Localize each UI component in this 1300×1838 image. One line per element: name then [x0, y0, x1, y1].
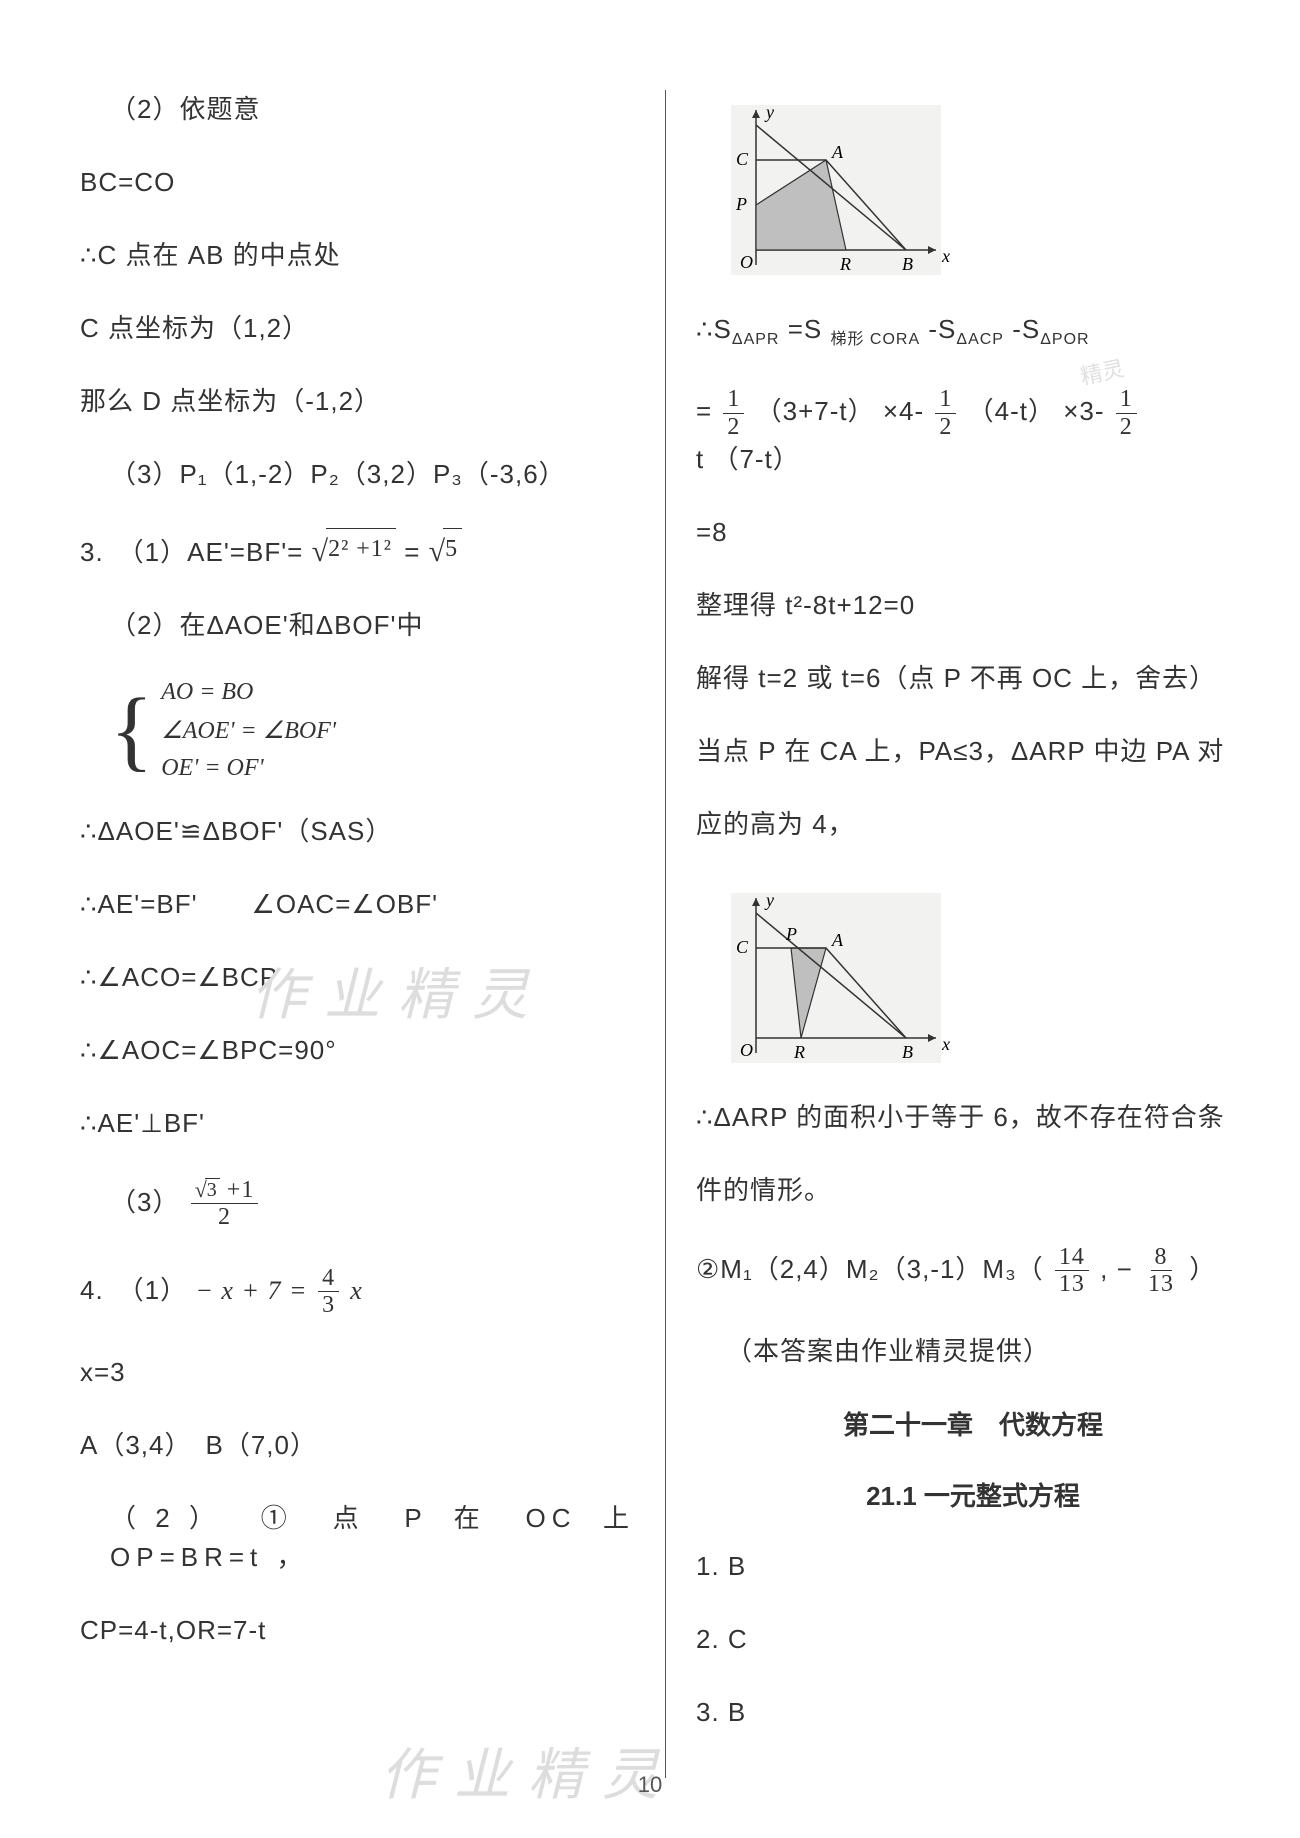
text-line: ∴∠ACO=∠BCP — [80, 958, 635, 997]
answer-line: 3. B — [696, 1693, 1250, 1732]
equation-line: = 12 （3+7-t） ×4- 12 （4-t） ×3- 12 t （7-t） — [696, 386, 1250, 479]
text-line: （本答案由作业精灵提供） — [696, 1332, 1250, 1371]
fraction: 4 3 — [318, 1265, 339, 1319]
math-expr: − x + 7 = — [195, 1276, 315, 1305]
svg-text:R: R — [793, 1042, 805, 1062]
text-line: 解得 t=2 或 t=6（点 P 不再 OC 上，舍去） — [696, 659, 1250, 698]
svg-text:A: A — [831, 930, 844, 950]
sqrt-expr: √5 — [429, 528, 462, 567]
fraction: √3 +1 2 — [191, 1177, 259, 1231]
text-line: ∴ΔARP 的面积小于等于 6，故不存在符合条 — [696, 1098, 1250, 1137]
text-line: （2） ① 点 P 在 OC 上 OP=BR=t ， — [80, 1499, 635, 1577]
text-line: （3）P₁（1,-2）P₂（3,2）P₃（-3,6） — [80, 455, 635, 494]
answer-line: 1. B — [696, 1547, 1250, 1586]
svg-text:x: x — [941, 246, 950, 266]
svg-text:x: x — [941, 1034, 950, 1054]
svg-text:A: A — [831, 142, 844, 162]
label: （3） — [110, 1187, 179, 1217]
text-line: 当点 P 在 CA 上，PA≤3，ΔARP 中边 PA 对 — [696, 732, 1250, 771]
svg-text:y: y — [764, 890, 774, 910]
svg-text:O: O — [740, 1040, 753, 1060]
svg-text:P: P — [735, 194, 747, 214]
equation-line: 3. （1）AE'=BF'= √2² +1² = √5 — [80, 528, 635, 572]
text: = — [404, 537, 428, 567]
text-line: （2）依题意 — [80, 90, 635, 129]
text-line: 那么 D 点坐标为（-1,2） — [80, 382, 635, 421]
left-brace-icon: { — [110, 690, 153, 771]
svg-text:C: C — [736, 149, 749, 169]
text-line: =8 — [696, 513, 1250, 552]
left-column: （2）依题意 BC=CO ∴C 点在 AB 的中点处 C 点坐标为（1,2） 那… — [80, 90, 665, 1778]
geometry-diagram-1: y C A P O R B x — [706, 90, 966, 290]
svg-text:B: B — [902, 254, 913, 274]
text: 3. （1）AE'=BF'= — [80, 537, 303, 567]
svg-text:C: C — [736, 937, 749, 957]
text-line: ∴AE'=BF' ∠OAC=∠OBF' — [80, 885, 635, 924]
text-line: ∴∠AOC=∠BPC=90° — [80, 1031, 635, 1070]
text-line: ∴ΔAOE'≌ΔBOF'（SAS） — [80, 812, 635, 851]
equation-line: 4. （1） − x + 7 = 4 3 x — [80, 1265, 635, 1319]
text-line: ∴AE'⊥BF' — [80, 1104, 635, 1143]
system-row: OE' = OF' — [161, 755, 336, 782]
text-line: A（3,4） B（7,0） — [80, 1426, 635, 1465]
svg-text:P: P — [785, 924, 797, 944]
equation-line: ∴SΔAPR =S 梯形 CORA -SΔACP -SΔPOR — [696, 310, 1250, 352]
text-line: x=3 — [80, 1353, 635, 1392]
system-row: AO = BO — [161, 679, 336, 706]
equation-line: ②M₁（2,4）M₂（3,-1）M₃（ 1413 , − 813 ） — [696, 1244, 1250, 1298]
equation-system: { AO = BO ∠AOE' = ∠BOF' OE' = OF' — [80, 679, 635, 782]
page-number: 10 — [0, 1772, 1300, 1798]
text-line: CP=4-t,OR=7-t — [80, 1611, 635, 1650]
geometry-diagram-2: y C P A O R B x — [706, 878, 966, 1078]
text: 4. （1） — [80, 1275, 195, 1305]
text-line: C 点坐标为（1,2） — [80, 309, 635, 348]
svg-text:O: O — [740, 252, 753, 272]
sqrt-expr: √2² +1² — [312, 528, 396, 567]
svg-text:R: R — [839, 254, 851, 274]
svg-text:B: B — [902, 1042, 913, 1062]
text-line: ∴C 点在 AB 的中点处 — [80, 236, 635, 275]
text-line: 整理得 t²-8t+12=0 — [696, 586, 1250, 625]
page-container: （2）依题意 BC=CO ∴C 点在 AB 的中点处 C 点坐标为（1,2） 那… — [0, 0, 1300, 1838]
text-line: 应的高为 4， — [696, 805, 1250, 844]
text-line: （2）在ΔAOE'和ΔBOF'中 — [80, 606, 635, 645]
answer-line: 2. C — [696, 1620, 1250, 1659]
math-expr: x — [350, 1276, 363, 1305]
text-line: BC=CO — [80, 163, 635, 202]
section-heading: 21.1 一元整式方程 — [696, 1476, 1250, 1513]
system-row: ∠AOE' = ∠BOF' — [161, 716, 336, 745]
right-column: y C A P O R B x ∴SΔAPR =S 梯形 CORA -SΔACP… — [665, 90, 1250, 1778]
equation-line: （3） √3 +1 2 — [80, 1177, 635, 1231]
svg-text:y: y — [764, 102, 774, 122]
chapter-heading: 第二十一章 代数方程 — [696, 1405, 1250, 1442]
text-line: 件的情形。 — [696, 1171, 1250, 1210]
